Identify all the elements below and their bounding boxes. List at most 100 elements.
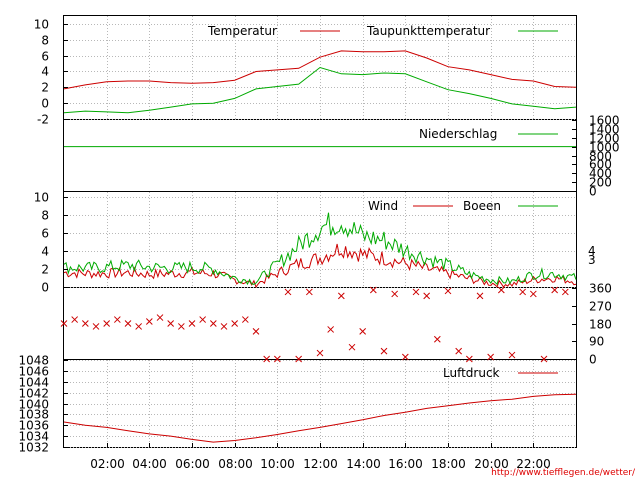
- legend-label-boeen: Boeen: [463, 199, 501, 213]
- legend-temperature: Temperatur Taupunkttemperatur: [207, 24, 558, 38]
- y-tick-label-pressure: 1042: [18, 387, 49, 401]
- legend-wind: Wind Boeen: [368, 199, 558, 213]
- y-tick-label-precip: 600: [589, 158, 612, 172]
- direction-point: [81, 320, 89, 327]
- direction-point: [540, 355, 548, 363]
- direction-point: [455, 347, 463, 355]
- y-tick-label-pressure: 1036: [18, 419, 49, 433]
- direction-point: [337, 292, 345, 300]
- y-tick-label-pressure: 1046: [18, 365, 49, 379]
- y-tick-label-wind-right: 3: [588, 253, 596, 267]
- direction-point: [348, 343, 356, 351]
- direction-point: [252, 328, 260, 335]
- y-tick-label-precip: 1400: [589, 123, 620, 137]
- direction-point: [188, 320, 196, 327]
- direction-point: [401, 353, 409, 361]
- y-tick-label-precip: 0: [589, 185, 597, 199]
- direction-point: [391, 290, 399, 298]
- x-tick-label: 04:00: [132, 457, 167, 471]
- y-tick-label-pressure: 1044: [18, 376, 49, 390]
- y-tick-label-temp: -2: [37, 113, 49, 127]
- series-line-boeen: [63, 212, 577, 286]
- y-tick-label-temp: 10: [34, 18, 49, 32]
- direction-point: [476, 292, 484, 300]
- y-tick-label-direction: 270: [589, 300, 612, 314]
- y-tick-label-precip: 1000: [589, 141, 620, 155]
- y-tick-label-direction: 360: [589, 282, 612, 296]
- x-tick-label: 14:00: [346, 457, 381, 471]
- x-tick-label: 16:00: [388, 457, 423, 471]
- y-tick-label-wind: 2: [41, 263, 49, 277]
- y-tick-label-pressure: 1048: [18, 354, 49, 368]
- y-tick-label-wind: 6: [41, 227, 49, 241]
- direction-point: [92, 323, 100, 330]
- direction-point: [551, 286, 559, 294]
- direction-point: [497, 286, 505, 294]
- direction-point: [209, 320, 217, 327]
- legend-label-niederschlag: Niederschlag: [419, 127, 497, 141]
- credit-link[interactable]: http://www.tiefflegen.de/wetter/: [491, 468, 636, 478]
- direction-point: [284, 288, 292, 296]
- y-tick-label-direction: 90: [589, 335, 604, 349]
- y-tick-label-wind-right: 4: [588, 244, 596, 258]
- direction-point: [124, 320, 132, 327]
- direction-point: [231, 320, 239, 327]
- legend-pressure: Luftdruck: [443, 366, 558, 380]
- direction-panel: [63, 287, 577, 360]
- direction-point: [487, 353, 495, 361]
- x-tick-label: 20:00: [474, 457, 509, 471]
- series-layer: [60, 50, 577, 443]
- direction-point: [177, 323, 185, 330]
- y-tick-label-precip: 1200: [589, 132, 620, 146]
- x-tick-label: 12:00: [303, 457, 338, 471]
- y-tick-label-wind: 8: [41, 209, 49, 223]
- y-tick-label-pressure: 1034: [18, 430, 49, 444]
- y-tick-label-precip: 1600: [589, 114, 620, 128]
- y-tick-label-precip: 800: [589, 150, 612, 164]
- direction-point: [433, 335, 441, 343]
- direction-point: [295, 355, 303, 363]
- direction-point: [519, 288, 527, 296]
- y-tick-label-precip: 400: [589, 167, 612, 181]
- y-tick-label-temp: 4: [41, 65, 49, 79]
- y-tick-label-pressure: 1038: [18, 408, 49, 422]
- x-tick-label: 10:00: [260, 457, 295, 471]
- legend-precipitation: Niederschlag: [419, 127, 558, 141]
- y-tick-label-direction: 180: [589, 318, 612, 332]
- direction-point: [103, 320, 111, 327]
- legend-label-taupunkttemperatur: Taupunkttemperatur: [366, 24, 490, 38]
- y-tick-label-temp: 8: [41, 34, 49, 48]
- x-tick-label: 18:00: [431, 457, 466, 471]
- direction-point: [305, 288, 313, 296]
- direction-point: [241, 316, 249, 323]
- series-line-temperatur: [63, 50, 577, 90]
- direction-point: [423, 292, 431, 300]
- legend-label-temperatur: Temperatur: [207, 24, 277, 38]
- legend-label-luftdruck: Luftdruck: [443, 366, 500, 380]
- tick-layer: -202468100200400600800100012001400160002…: [18, 18, 619, 472]
- y-tick-label-direction: 0: [589, 353, 597, 367]
- direction-point: [412, 288, 420, 296]
- y-tick-label-pressure: 1032: [18, 441, 49, 455]
- series-line-luftdruck: [63, 393, 577, 443]
- direction-point: [508, 351, 516, 359]
- direction-point: [561, 288, 569, 296]
- direction-point: [327, 326, 335, 333]
- y-tick-label-wind: 10: [34, 191, 49, 205]
- y-tick-label-pressure: 1040: [18, 398, 49, 412]
- direction-point: [135, 323, 143, 330]
- x-tick-label: 06:00: [175, 457, 210, 471]
- y-tick-label-temp: 0: [41, 97, 49, 111]
- direction-point: [359, 328, 367, 335]
- direction-point: [444, 287, 452, 295]
- direction-point: [60, 320, 68, 327]
- grid-layer: [64, 16, 576, 448]
- y-tick-label-precip: 200: [589, 176, 612, 190]
- series-line-wind: [63, 243, 577, 289]
- direction-point: [156, 314, 164, 321]
- y-tick-label-wind: 4: [41, 245, 49, 259]
- y-tick-label-temp: 6: [41, 50, 49, 64]
- series-line-taupunkttemperatur: [63, 66, 577, 114]
- x-tick-label: 08:00: [218, 457, 253, 471]
